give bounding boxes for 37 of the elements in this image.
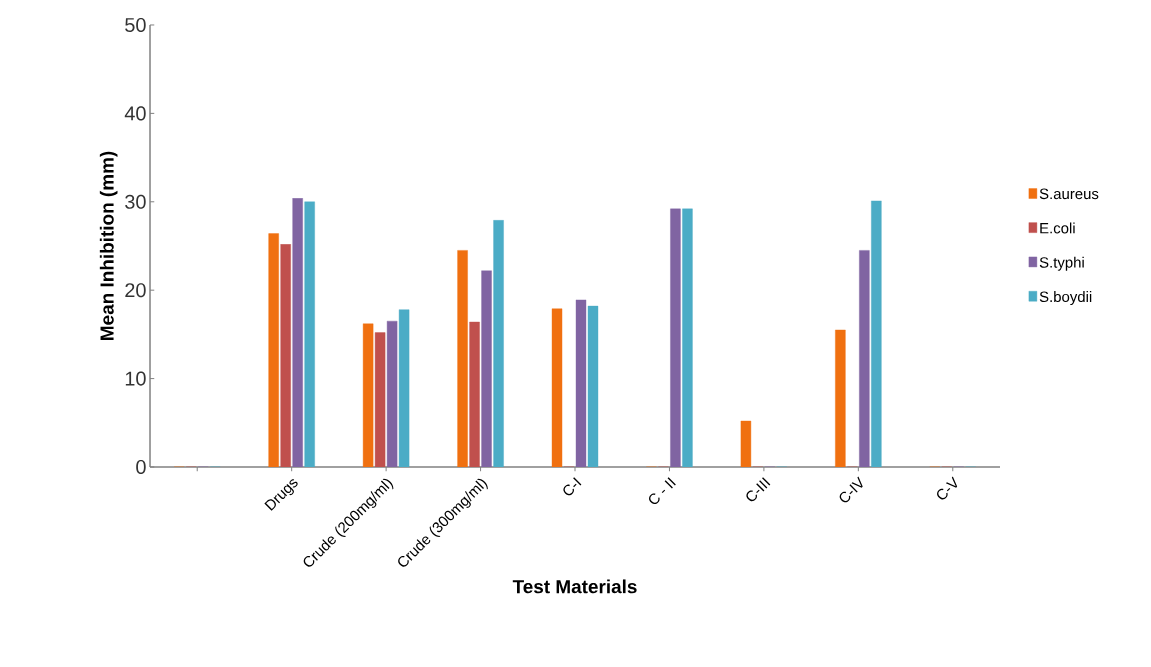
bar (493, 220, 504, 467)
bar (551, 308, 563, 467)
bar (682, 208, 693, 467)
bar (587, 305, 599, 467)
x-tick-label: C-I (563, 477, 582, 496)
y-tick-label: 20 (125, 283, 146, 298)
bar (859, 250, 870, 467)
y-tick-label: 10 (125, 371, 146, 386)
bar (469, 321, 480, 467)
y-tick-label: 50 (125, 17, 146, 33)
bar (374, 332, 386, 467)
bar (740, 420, 752, 467)
x-tick-label: C - II (649, 477, 676, 505)
y-tick-label: 40 (124, 106, 146, 121)
bar (670, 208, 681, 467)
y-tick-label: 0 (136, 459, 146, 475)
bar (386, 320, 398, 467)
legend-label: S.typhi (1039, 256, 1084, 271)
legend-label: E.coli (1040, 222, 1075, 234)
bar (292, 198, 303, 467)
bar (871, 200, 882, 467)
y-axis-title: Mean Inhibition (mm) (99, 151, 118, 340)
bar (268, 233, 279, 467)
y-tick-label: 30 (125, 194, 146, 209)
x-tick-label: C-V (937, 476, 958, 500)
bar (362, 323, 374, 467)
legend-label: S.aureus (1039, 188, 1099, 200)
bar (280, 244, 291, 467)
x-axis-title: Test Materials (512, 579, 637, 594)
bar (304, 201, 315, 467)
bar (835, 329, 846, 467)
x-tick-label: C-III (746, 477, 771, 502)
legend-label: S.boydii (1039, 291, 1092, 306)
bar (457, 250, 468, 467)
bar (481, 270, 492, 467)
bar (398, 309, 410, 467)
bar (575, 299, 587, 467)
